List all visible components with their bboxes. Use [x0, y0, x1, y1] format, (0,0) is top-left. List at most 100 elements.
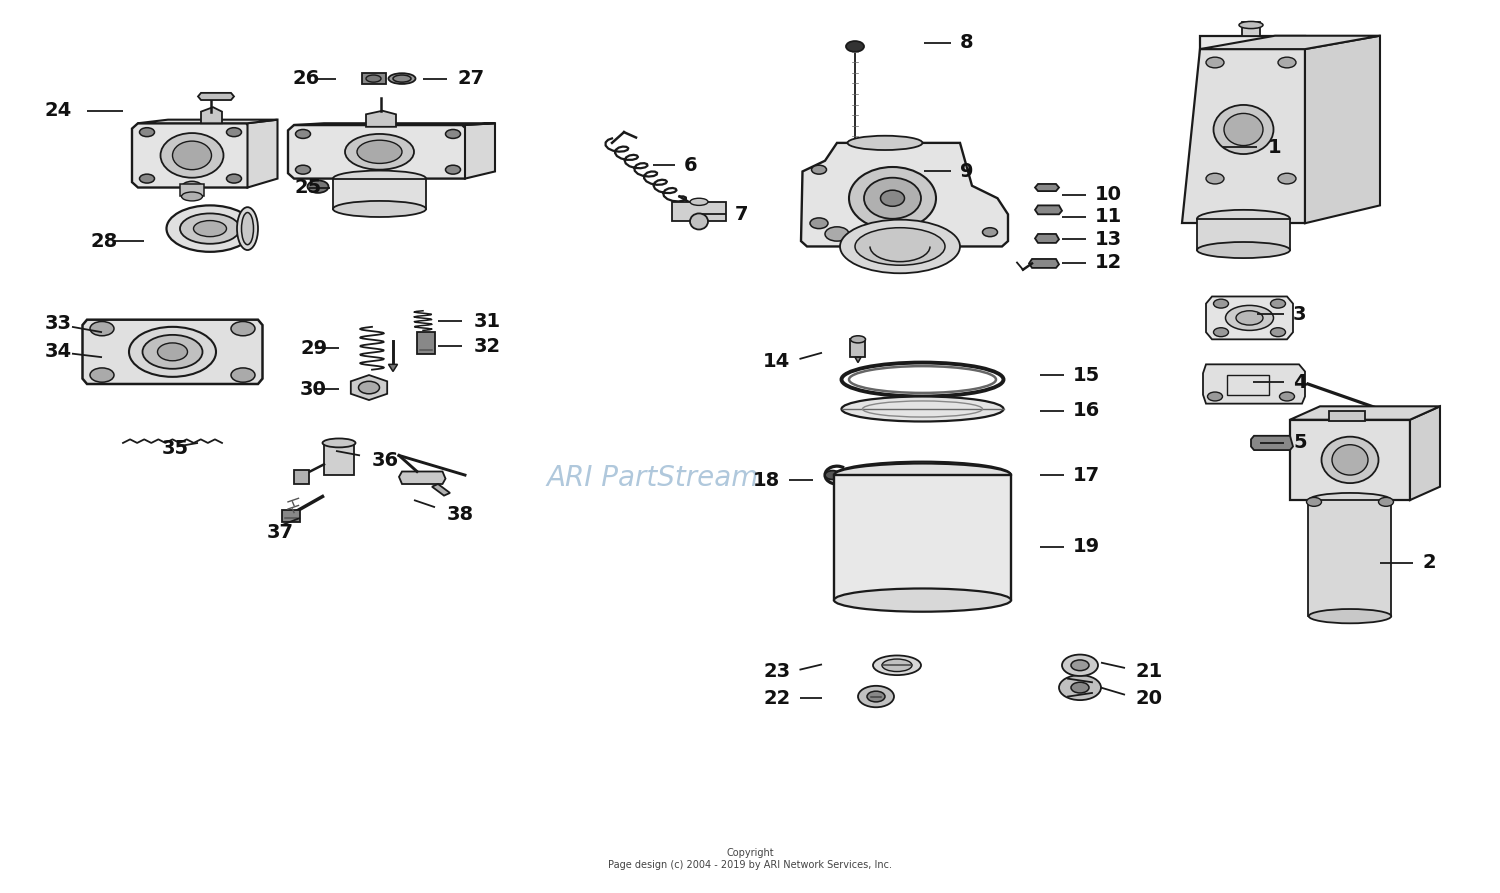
Text: 12: 12	[1095, 253, 1122, 272]
Polygon shape	[1203, 364, 1305, 404]
Ellipse shape	[333, 201, 426, 217]
Text: 24: 24	[45, 101, 72, 121]
Circle shape	[231, 321, 255, 336]
Ellipse shape	[1322, 437, 1378, 483]
Ellipse shape	[194, 221, 226, 237]
Ellipse shape	[158, 343, 188, 361]
Circle shape	[182, 181, 203, 194]
Polygon shape	[1290, 406, 1440, 420]
Ellipse shape	[366, 75, 381, 82]
Bar	[294, 470, 309, 484]
Bar	[1197, 219, 1290, 250]
Circle shape	[825, 227, 849, 241]
Circle shape	[1206, 57, 1224, 68]
Ellipse shape	[1239, 21, 1263, 29]
Text: 16: 16	[1072, 401, 1100, 421]
Circle shape	[1214, 328, 1228, 337]
Text: 18: 18	[753, 471, 780, 490]
Text: 35: 35	[162, 438, 189, 458]
Ellipse shape	[1226, 305, 1274, 330]
Text: 28: 28	[90, 231, 117, 251]
Circle shape	[231, 368, 255, 382]
Polygon shape	[1182, 49, 1305, 223]
Polygon shape	[1035, 205, 1062, 214]
Circle shape	[1059, 675, 1101, 700]
Ellipse shape	[1214, 105, 1274, 154]
Ellipse shape	[834, 462, 1011, 488]
Polygon shape	[399, 472, 445, 484]
Polygon shape	[288, 125, 468, 179]
Text: 4: 4	[1293, 372, 1306, 392]
Circle shape	[90, 321, 114, 336]
Ellipse shape	[1224, 113, 1263, 146]
Circle shape	[296, 165, 310, 174]
Text: 3: 3	[1293, 305, 1306, 324]
Circle shape	[1206, 173, 1224, 184]
Ellipse shape	[322, 438, 356, 447]
Polygon shape	[1035, 184, 1059, 191]
Ellipse shape	[1197, 210, 1290, 228]
Polygon shape	[138, 120, 278, 123]
Circle shape	[858, 686, 894, 707]
Polygon shape	[1035, 234, 1059, 243]
Circle shape	[867, 691, 885, 702]
Text: 32: 32	[474, 337, 501, 356]
Bar	[834, 475, 1011, 600]
Text: 22: 22	[764, 689, 790, 708]
Circle shape	[1062, 655, 1098, 676]
Bar	[1308, 500, 1390, 616]
Polygon shape	[1200, 36, 1380, 49]
Polygon shape	[201, 107, 222, 123]
Ellipse shape	[873, 655, 921, 675]
Circle shape	[226, 128, 242, 137]
Polygon shape	[1329, 411, 1365, 421]
Text: 2: 2	[1422, 553, 1436, 572]
Bar	[333, 179, 426, 209]
Text: 13: 13	[1095, 230, 1122, 249]
Ellipse shape	[357, 140, 402, 163]
Circle shape	[140, 128, 154, 137]
Ellipse shape	[855, 238, 945, 255]
Polygon shape	[248, 120, 278, 188]
Ellipse shape	[180, 213, 240, 244]
Ellipse shape	[160, 133, 224, 178]
Text: 8: 8	[960, 33, 974, 53]
Ellipse shape	[142, 335, 202, 369]
Circle shape	[982, 228, 998, 237]
Text: 14: 14	[764, 352, 790, 371]
Ellipse shape	[1236, 311, 1263, 325]
Ellipse shape	[388, 73, 416, 84]
Ellipse shape	[690, 213, 708, 230]
Polygon shape	[198, 93, 234, 100]
Ellipse shape	[237, 207, 258, 250]
Text: 9: 9	[960, 162, 974, 181]
Polygon shape	[1305, 36, 1380, 223]
Bar	[672, 202, 726, 221]
Text: 10: 10	[1095, 185, 1122, 204]
Circle shape	[446, 165, 460, 174]
Text: 27: 27	[458, 69, 484, 88]
Circle shape	[1306, 497, 1322, 506]
Circle shape	[446, 129, 460, 138]
Polygon shape	[1242, 22, 1260, 36]
Ellipse shape	[840, 220, 960, 273]
Polygon shape	[855, 357, 861, 363]
Ellipse shape	[1197, 242, 1290, 258]
Circle shape	[1378, 497, 1394, 506]
Ellipse shape	[855, 228, 945, 265]
Ellipse shape	[166, 205, 254, 252]
Ellipse shape	[172, 141, 211, 170]
Text: 34: 34	[45, 342, 72, 362]
Ellipse shape	[853, 239, 932, 254]
Text: 31: 31	[474, 312, 501, 331]
Ellipse shape	[242, 213, 254, 245]
Circle shape	[1270, 328, 1286, 337]
Polygon shape	[82, 320, 262, 384]
Bar	[282, 510, 300, 522]
Circle shape	[1208, 392, 1222, 401]
Ellipse shape	[1332, 445, 1368, 475]
Polygon shape	[351, 375, 387, 400]
Text: 30: 30	[300, 380, 327, 399]
Text: 21: 21	[1136, 662, 1162, 681]
Polygon shape	[432, 484, 450, 496]
